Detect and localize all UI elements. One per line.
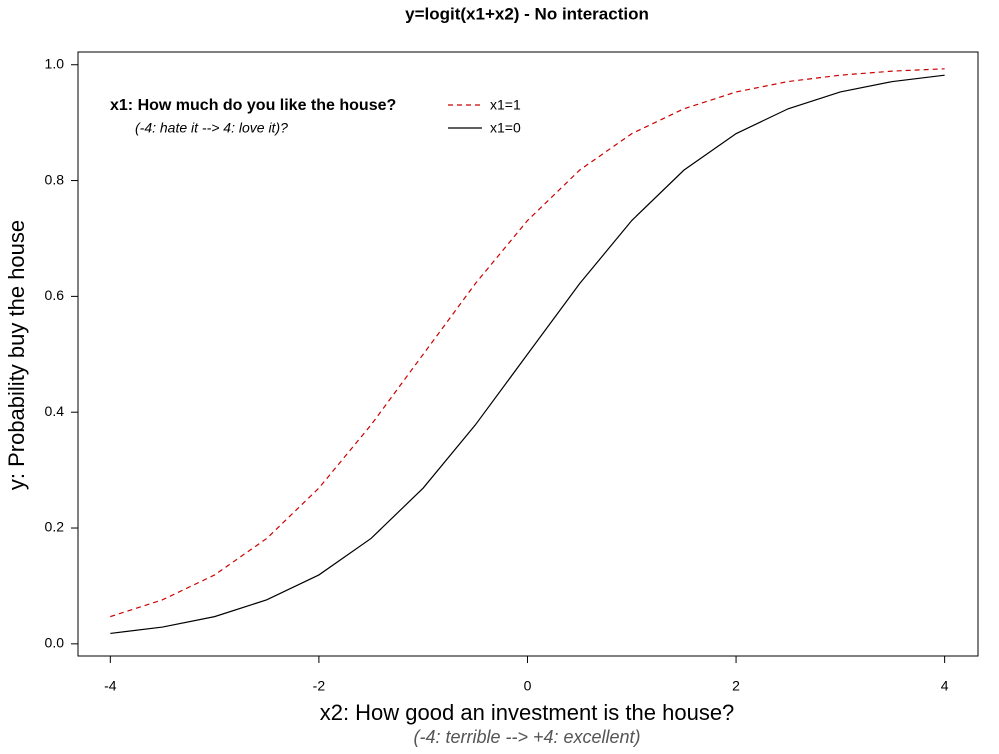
legend-subtitle: (-4: hate it --> 4: love it)? (135, 120, 288, 136)
x-tick-label: -2 (313, 678, 326, 694)
series-line (110, 74, 945, 635)
y-axis-label: y: Probability buy the house (4, 220, 29, 490)
chart-title: y=logit(x1+x2) - No interaction (405, 4, 649, 23)
y-tick-label: 0.4 (45, 403, 65, 419)
x-tick-label: -4 (104, 678, 117, 694)
y-tick-label: 0.0 (45, 635, 65, 651)
y-tick-label: 0.6 (45, 287, 65, 303)
y-tick-label: 0.8 (45, 171, 65, 187)
legend-title: x1: How much do you like the house? (110, 97, 396, 114)
x-tick-label: 4 (941, 678, 949, 694)
y-tick-label: 1.0 (45, 55, 65, 71)
x-axis-sublabel: (-4: terrible --> +4: excellent) (413, 727, 640, 747)
legend-label: x1=1 (490, 97, 521, 113)
y-tick-label: 0.2 (45, 519, 65, 535)
series-line (110, 68, 945, 618)
x-tick-label: 2 (732, 678, 740, 694)
x-tick-label: 0 (524, 678, 532, 694)
x-axis-label: x2: How good an investment is the house? (320, 700, 735, 725)
legend-label: x1=0 (490, 120, 521, 136)
